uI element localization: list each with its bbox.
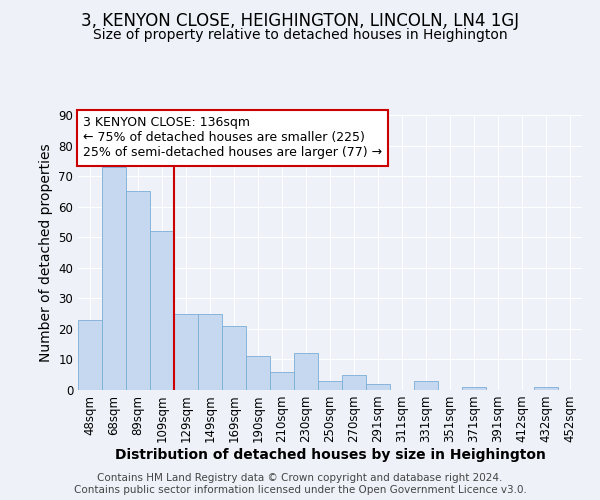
Bar [414, 381, 438, 390]
Bar [78, 320, 102, 390]
Text: Contains HM Land Registry data © Crown copyright and database right 2024.
Contai: Contains HM Land Registry data © Crown c… [74, 474, 526, 495]
Bar [366, 384, 390, 390]
Text: 3 KENYON CLOSE: 136sqm
← 75% of detached houses are smaller (225)
25% of semi-de: 3 KENYON CLOSE: 136sqm ← 75% of detached… [83, 116, 382, 160]
Bar [318, 381, 342, 390]
Text: Size of property relative to detached houses in Heighington: Size of property relative to detached ho… [92, 28, 508, 42]
Bar [198, 314, 222, 390]
Bar [174, 314, 198, 390]
Bar [102, 167, 126, 390]
Y-axis label: Number of detached properties: Number of detached properties [39, 143, 53, 362]
Bar [246, 356, 270, 390]
Bar [270, 372, 294, 390]
Text: 3, KENYON CLOSE, HEIGHINGTON, LINCOLN, LN4 1GJ: 3, KENYON CLOSE, HEIGHINGTON, LINCOLN, L… [81, 12, 519, 30]
Bar [294, 354, 318, 390]
Bar [150, 231, 174, 390]
Bar [222, 326, 246, 390]
Bar [126, 192, 150, 390]
Bar [534, 387, 558, 390]
X-axis label: Distribution of detached houses by size in Heighington: Distribution of detached houses by size … [115, 448, 545, 462]
Bar [342, 374, 366, 390]
Bar [462, 387, 486, 390]
